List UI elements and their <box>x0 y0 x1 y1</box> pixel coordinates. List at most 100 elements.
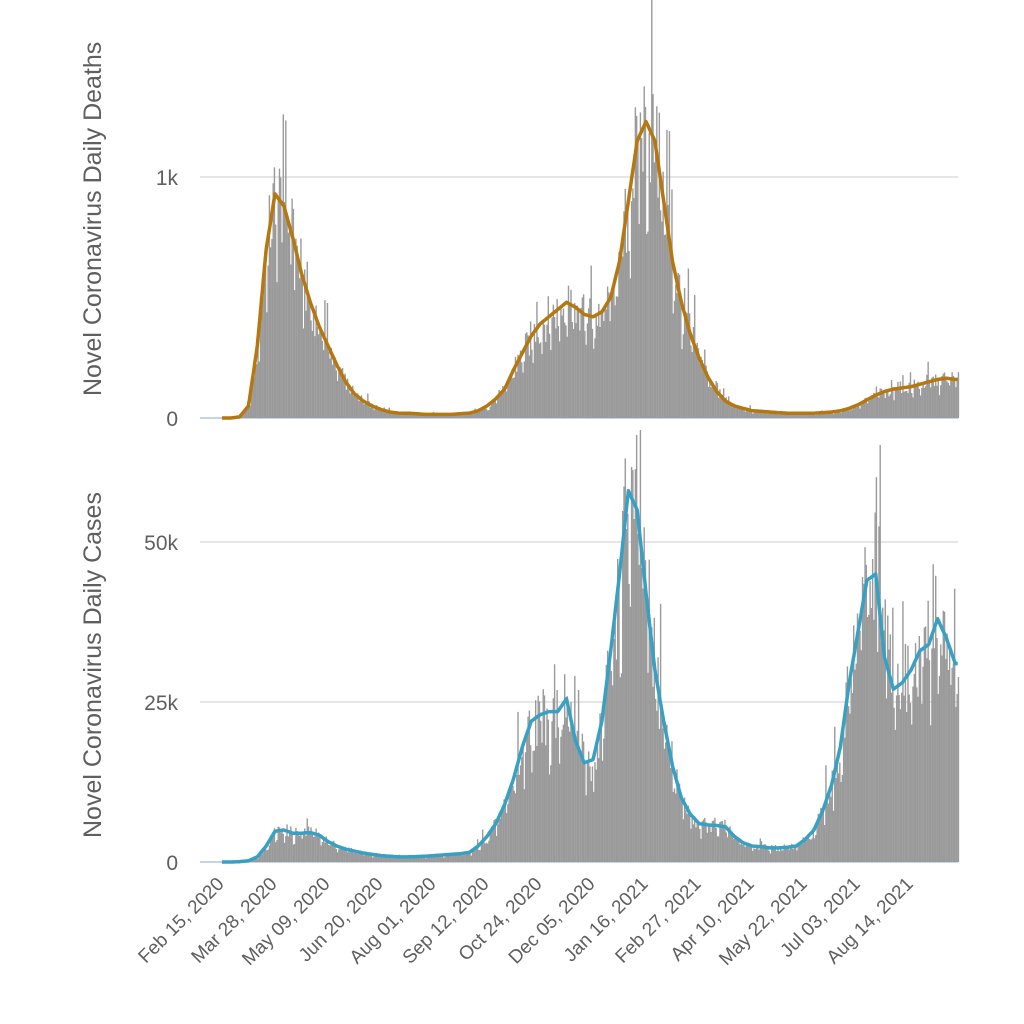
deaths-average-line <box>221 119 959 420</box>
cases-daily-bar <box>338 849 340 862</box>
cases-daily-bar <box>277 826 279 862</box>
cases-daily-bar <box>596 734 599 862</box>
deaths-daily-bar <box>696 342 698 418</box>
cases-daily-bar <box>879 445 881 862</box>
deaths-daily-bar <box>898 389 900 418</box>
deaths-daily-bar <box>442 415 445 418</box>
cases-daily-bar <box>832 810 835 862</box>
deaths-daily-bar <box>548 333 551 418</box>
cases-daily-bar <box>702 819 705 862</box>
deaths-daily-bar <box>768 411 770 418</box>
cases-daily-bar <box>348 847 350 862</box>
cases-daily-bar <box>865 564 868 862</box>
deaths-daily-bar <box>542 323 544 418</box>
cases-daily-bar <box>728 829 730 862</box>
deaths-daily-bar <box>855 407 857 418</box>
deaths-daily-bar <box>402 412 404 418</box>
cases-daily-bar <box>933 648 936 862</box>
deaths-daily-bar <box>383 407 385 418</box>
cases-daily-bar <box>782 850 784 862</box>
cases-daily-bar <box>512 786 514 862</box>
cases-daily-bar <box>855 663 857 862</box>
deaths-daily-bar <box>894 389 897 418</box>
deaths-daily-bar <box>478 411 480 418</box>
deaths-daily-bar <box>912 397 914 418</box>
deaths-daily-bar <box>927 361 929 418</box>
cases-daily-bar <box>528 710 531 862</box>
cases-daily-bar <box>381 856 383 862</box>
cases-axis-title: Novel Coronavirus Daily Cases <box>79 492 107 838</box>
cases-daily-bar <box>793 845 796 862</box>
deaths-daily-bar <box>532 362 534 418</box>
cases-daily-bar <box>609 663 611 862</box>
deaths-daily-bar <box>451 415 454 418</box>
cases-daily-bar <box>724 819 726 862</box>
cases-daily-bar <box>656 710 658 862</box>
deaths-daily-bar <box>365 401 368 418</box>
cases-daily-bar <box>354 852 356 862</box>
cases-daily-bar <box>647 672 649 862</box>
cases-daily-bar <box>437 854 440 862</box>
deaths-daily-bar <box>675 284 677 418</box>
cases-daily-bar <box>533 750 536 862</box>
cases-daily-bar <box>956 693 958 862</box>
deaths-daily-bar <box>876 396 879 418</box>
deaths-daily-bar <box>243 412 245 418</box>
cases-daily-bar <box>823 825 826 862</box>
deaths-daily-bar <box>252 372 254 418</box>
cases-daily-bar <box>432 855 435 862</box>
deaths-daily-bar <box>587 308 590 418</box>
deaths-daily-bar <box>444 414 446 418</box>
cases-daily-bar <box>314 836 316 862</box>
deaths-daily-bar <box>483 407 485 418</box>
cases-daily-bar <box>794 844 797 862</box>
deaths-daily-bar <box>892 387 894 418</box>
deaths-daily-bar <box>529 321 532 418</box>
cases-daily-bar <box>283 842 286 862</box>
deaths-daily-bar <box>792 413 794 418</box>
cases-daily-bar <box>488 840 490 862</box>
cases-daily-bar <box>551 721 553 862</box>
deaths-daily-bar <box>807 414 809 418</box>
cases-daily-bar <box>293 844 296 862</box>
deaths-daily-bar <box>317 334 320 418</box>
cases-daily-bar <box>349 852 351 862</box>
deaths-daily-bar <box>287 232 290 418</box>
cases-daily-bar <box>504 799 507 862</box>
cases-daily-bar <box>913 673 915 862</box>
cases-daily-bar <box>502 807 504 862</box>
cases-daily-bar <box>561 729 563 862</box>
cases-daily-bar <box>786 847 788 862</box>
cases-daily-bar <box>339 846 341 862</box>
cases-daily-bar <box>461 855 464 862</box>
deaths-daily-bar <box>263 282 266 418</box>
cases-daily-bar <box>495 836 498 862</box>
deaths-daily-bar <box>624 188 626 418</box>
deaths-daily-bar <box>744 411 746 418</box>
deaths-daily-bar <box>806 414 808 418</box>
cases-daily-bar <box>950 684 952 862</box>
deaths-daily-bar <box>830 410 832 418</box>
deaths-daily-bar <box>410 414 412 418</box>
deaths-daily-bar <box>721 394 724 418</box>
cases-daily-bar <box>329 845 331 862</box>
cases-daily-bar <box>444 857 446 862</box>
deaths-daily-bar <box>364 404 367 418</box>
deaths-daily-bar <box>658 112 661 419</box>
deaths-daily-bar <box>676 293 678 418</box>
deaths-daily-bar <box>622 256 624 418</box>
deaths-daily-bar <box>928 383 931 418</box>
cases-daily-bar <box>830 796 832 862</box>
cases-daily-bar <box>624 458 626 862</box>
cases-daily-bar <box>729 826 731 862</box>
deaths-daily-bar <box>242 413 244 418</box>
deaths-daily-bar <box>262 298 264 418</box>
deaths-daily-bar <box>514 356 517 418</box>
deaths-daily-bar <box>836 412 838 418</box>
cases-daily-bar <box>474 848 476 862</box>
deaths-daily-bar <box>678 274 681 418</box>
cases-daily-bar <box>541 742 543 862</box>
deaths-daily-bar <box>922 384 924 418</box>
deaths-daily-bar <box>835 412 837 418</box>
cases-daily-bar <box>895 695 898 862</box>
